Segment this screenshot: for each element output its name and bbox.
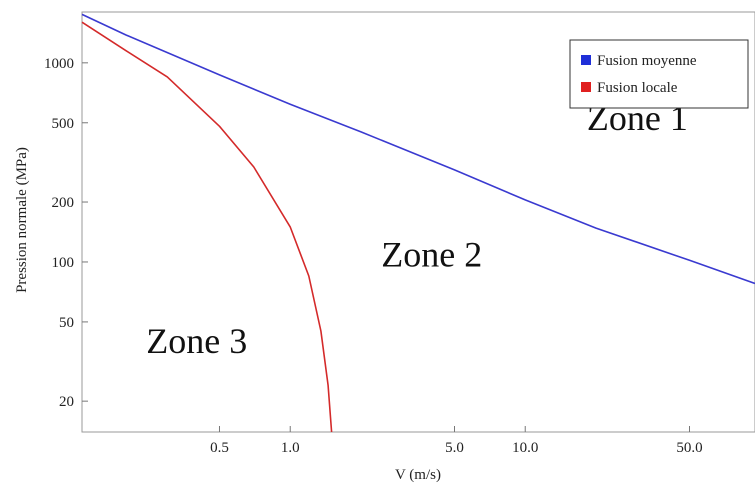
tick-layer: 0.5 1.0 5.0 10.0 50.0 20 50 100 200 500 1000 — [44, 56, 703, 456]
y-tick-label: 100 — [52, 255, 75, 271]
legend-label-fusion-moyenne: Fusion moyenne — [597, 53, 697, 69]
x-axis-title: V (m/s) — [395, 467, 441, 483]
legend-swatch-fusion-locale — [581, 82, 591, 92]
series-line-fusion-locale — [81, 21, 333, 433]
y-axis-title: Pression normale (MPa) — [14, 147, 30, 293]
x-tick-label: 0.5 — [210, 440, 229, 456]
legend-swatch-fusion-moyenne — [581, 55, 591, 65]
x-tick-label: 50.0 — [676, 440, 702, 456]
plot-frame — [81, 11, 755, 433]
y-tick-label: 1000 — [44, 56, 74, 72]
series-layer — [81, 13, 755, 433]
y-tick-label: 500 — [52, 116, 75, 132]
x-tick-label: 5.0 — [445, 440, 464, 456]
annotation-zone-2: Zone 2 — [381, 234, 482, 274]
y-tick-label: 20 — [59, 394, 74, 410]
x-tick-label: 10.0 — [512, 440, 538, 456]
x-tick-label: 1.0 — [281, 440, 300, 456]
series-line-fusion-moyenne — [81, 13, 755, 285]
legend: Fusion moyenne Fusion locale — [569, 39, 749, 109]
legend-label-fusion-locale: Fusion locale — [597, 80, 678, 96]
annotation-zone-3: Zone 3 — [146, 321, 247, 361]
y-tick-label: 200 — [52, 195, 75, 211]
y-tick-label: 50 — [59, 315, 74, 331]
legend-box — [569, 39, 749, 109]
